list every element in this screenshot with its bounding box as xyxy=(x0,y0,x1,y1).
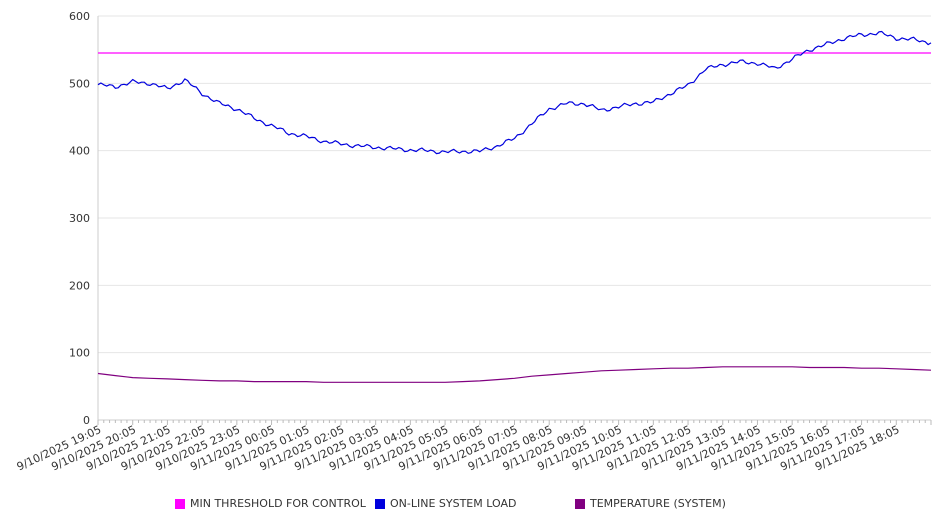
y-tick-label: 200 xyxy=(69,279,90,292)
grid xyxy=(98,15,931,354)
y-tick-label: 500 xyxy=(69,77,90,90)
y-tick-label: 100 xyxy=(69,347,90,360)
legend-item-temperature[interactable]: TEMPERATURE (SYSTEM) xyxy=(575,497,726,510)
y-tick-label: 600 xyxy=(69,10,90,23)
legend-swatch-system-load xyxy=(375,498,385,509)
legend: MIN THRESHOLD FOR CONTROL ON-LINE SYSTEM… xyxy=(0,497,946,515)
y-tick-label: 0 xyxy=(83,414,90,427)
series-line-system-load xyxy=(97,30,932,155)
legend-item-system-load[interactable]: ON-LINE SYSTEM LOAD xyxy=(375,497,516,510)
series-lines xyxy=(97,30,932,383)
legend-item-min-threshold[interactable]: MIN THRESHOLD FOR CONTROL xyxy=(175,497,366,510)
axes xyxy=(97,16,932,425)
legend-label-min-threshold: MIN THRESHOLD FOR CONTROL xyxy=(190,497,366,510)
legend-swatch-temperature xyxy=(575,498,585,509)
y-tick-label: 400 xyxy=(69,145,90,158)
y-tick-labels: 0 100 200 300 400 500 600 xyxy=(69,10,90,427)
legend-label-temperature: TEMPERATURE (SYSTEM) xyxy=(590,497,726,510)
legend-label-system-load: ON-LINE SYSTEM LOAD xyxy=(390,497,517,510)
x-tick-labels: 9/10/2025 19:059/10/2025 20:059/10/2025 … xyxy=(15,423,902,473)
series-line-temperature xyxy=(97,366,932,383)
y-tick-label: 300 xyxy=(69,212,90,225)
legend-swatch-min-threshold xyxy=(175,498,185,509)
